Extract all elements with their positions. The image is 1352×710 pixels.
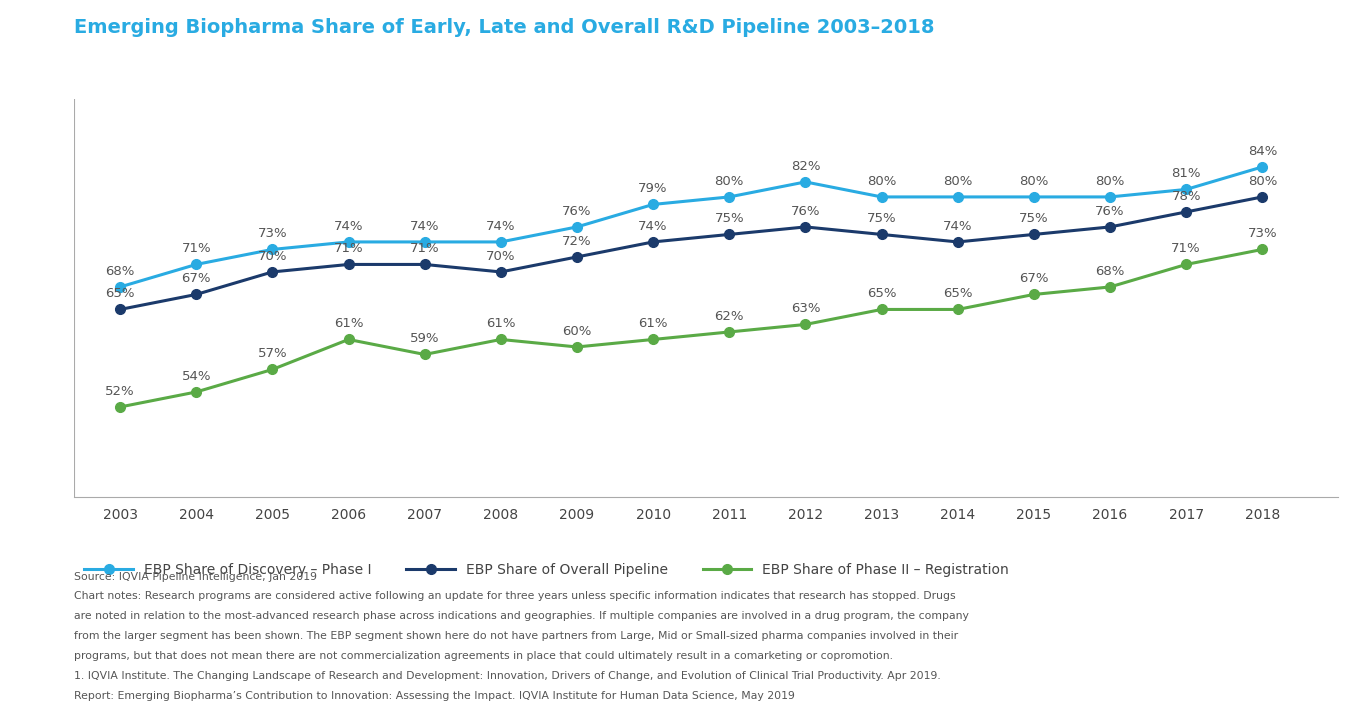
Text: Chart notes: Research programs are considered active following an update for thr: Chart notes: Research programs are consi… [74, 591, 956, 601]
Text: 82%: 82% [791, 160, 821, 173]
Text: 71%: 71% [410, 242, 439, 256]
Text: 57%: 57% [257, 347, 287, 361]
Text: 79%: 79% [638, 182, 668, 195]
Text: 80%: 80% [715, 175, 744, 188]
Text: 67%: 67% [181, 273, 211, 285]
Text: 65%: 65% [105, 288, 135, 300]
Text: 74%: 74% [487, 220, 515, 233]
Text: 76%: 76% [562, 205, 592, 218]
Text: 74%: 74% [410, 220, 439, 233]
Text: Report: Emerging Biopharma’s Contribution to Innovation: Assessing the Impact. I: Report: Emerging Biopharma’s Contributio… [74, 691, 795, 701]
Text: Source: IQVIA Pipeline Intelligence, Jan 2019: Source: IQVIA Pipeline Intelligence, Jan… [74, 572, 318, 581]
Text: Emerging Biopharma Share of Early, Late and Overall R&D Pipeline 2003–2018: Emerging Biopharma Share of Early, Late … [74, 18, 934, 37]
Text: 74%: 74% [942, 220, 972, 233]
Text: 60%: 60% [562, 325, 592, 338]
Text: 59%: 59% [410, 332, 439, 346]
Text: 61%: 61% [487, 317, 515, 330]
Text: 1. IQVIA Institute. The Changing Landscape of Research and Development: Innovati: 1. IQVIA Institute. The Changing Landsca… [74, 671, 941, 681]
Text: 76%: 76% [791, 205, 821, 218]
Text: 74%: 74% [638, 220, 668, 233]
Text: 54%: 54% [181, 370, 211, 383]
Text: 80%: 80% [944, 175, 972, 188]
Text: 71%: 71% [181, 242, 211, 256]
Text: 67%: 67% [1019, 273, 1049, 285]
Text: 71%: 71% [1171, 242, 1201, 256]
Text: from the larger segment has been shown. The EBP segment shown here do not have p: from the larger segment has been shown. … [74, 631, 959, 641]
Text: 80%: 80% [1248, 175, 1278, 188]
Text: programs, but that does not mean there are not commercialization agreements in p: programs, but that does not mean there a… [74, 651, 894, 661]
Text: 65%: 65% [942, 288, 972, 300]
Text: 75%: 75% [714, 212, 744, 226]
Legend: EBP Share of Discovery – Phase I, EBP Share of Overall Pipeline, EBP Share of Ph: EBP Share of Discovery – Phase I, EBP Sh… [78, 557, 1015, 583]
Text: 73%: 73% [257, 227, 287, 241]
Text: 81%: 81% [1171, 168, 1201, 180]
Text: 61%: 61% [638, 317, 668, 330]
Text: 80%: 80% [1095, 175, 1125, 188]
Text: 72%: 72% [562, 235, 592, 248]
Text: 80%: 80% [1019, 175, 1049, 188]
Text: 62%: 62% [714, 310, 744, 323]
Text: 84%: 84% [1248, 145, 1278, 158]
Text: 68%: 68% [1095, 265, 1125, 278]
Text: 52%: 52% [105, 385, 135, 398]
Text: 65%: 65% [867, 288, 896, 300]
Text: 76%: 76% [1095, 205, 1125, 218]
Text: 61%: 61% [334, 317, 364, 330]
Text: 70%: 70% [487, 250, 515, 263]
Text: 74%: 74% [334, 220, 364, 233]
Text: 75%: 75% [867, 212, 896, 226]
Text: 75%: 75% [1019, 212, 1049, 226]
Text: are noted in relation to the most-advanced research phase across indications and: are noted in relation to the most-advanc… [74, 611, 969, 621]
Text: 71%: 71% [334, 242, 364, 256]
Text: 68%: 68% [105, 265, 135, 278]
Text: 80%: 80% [867, 175, 896, 188]
Text: 78%: 78% [1171, 190, 1201, 203]
Text: 70%: 70% [258, 250, 287, 263]
Text: 73%: 73% [1248, 227, 1278, 241]
Text: 63%: 63% [791, 302, 821, 315]
